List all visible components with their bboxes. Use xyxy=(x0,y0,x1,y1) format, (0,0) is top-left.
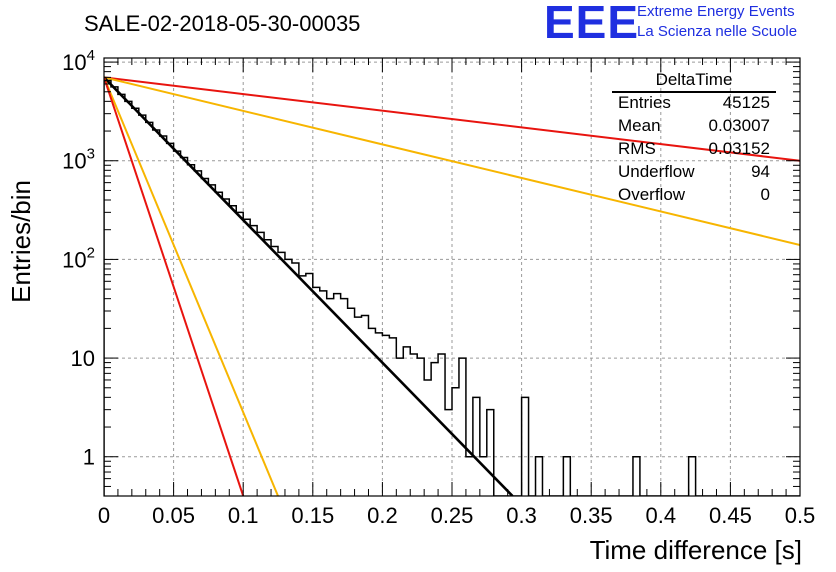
x-tick-label: 0.25 xyxy=(431,503,474,528)
stats-key: Entries xyxy=(618,93,671,112)
stats-title: DeltaTime xyxy=(655,70,733,89)
fit-curve-0 xyxy=(104,76,800,162)
stats-row-underflow: Underflow 94 xyxy=(618,162,770,184)
fit-curve-3 xyxy=(104,76,279,496)
stats-row-overflow: Overflow 0 xyxy=(618,185,770,207)
stats-key: Overflow xyxy=(618,185,686,204)
stats-key: Underflow xyxy=(618,162,695,181)
stats-row-mean: Mean 0.03007 xyxy=(618,116,770,138)
x-tick-label: 0.3 xyxy=(506,503,537,528)
stats-box: DeltaTime Entries 45125 Mean 0.03007 RMS… xyxy=(612,70,776,208)
y-tick-label: 102 xyxy=(62,244,95,272)
y-tick-label: 10 xyxy=(71,346,95,371)
eee-logo-mark: EEE xyxy=(544,0,640,48)
x-tick-label: 0.1 xyxy=(228,503,259,528)
x-tick-label: 0.35 xyxy=(570,503,613,528)
logo-line-1: Extreme Energy Events xyxy=(637,3,795,20)
chart-title: SALE-02-2018-05-30-00035 xyxy=(84,11,361,36)
x-tick-label: 0.45 xyxy=(709,503,752,528)
stats-value: 94 xyxy=(751,162,770,181)
fit-curve-4 xyxy=(104,77,245,496)
stats-row-entries: Entries 45125 xyxy=(618,93,770,115)
stats-key: RMS xyxy=(618,139,656,158)
x-tick-label: 0.2 xyxy=(367,503,398,528)
x-tick-label: 0.05 xyxy=(152,503,195,528)
x-tick-label: 0 xyxy=(98,503,110,528)
fit-curve-2 xyxy=(104,76,514,496)
x-tick-label: 0.4 xyxy=(646,503,677,528)
y-tick-label: 104 xyxy=(62,47,95,75)
y-axis-label: Entries/bin xyxy=(6,180,36,303)
stats-value: 0 xyxy=(760,185,770,204)
fit-curve-1 xyxy=(104,76,800,246)
logo-line-2: La Scienza nelle Scuole xyxy=(637,23,798,40)
x-tick-label: 0.15 xyxy=(291,503,334,528)
y-tick-label: 103 xyxy=(62,146,95,174)
stats-row-rms: RMS 0.03152 xyxy=(618,139,770,161)
x-axis-label: Time difference [s] xyxy=(589,535,802,565)
stats-key: Mean xyxy=(618,116,661,135)
stats-value: 0.03152 xyxy=(708,139,770,158)
stats-divider xyxy=(612,91,776,93)
x-tick-label: 0.5 xyxy=(785,503,816,528)
stats-value: 45125 xyxy=(722,93,770,112)
y-tick-label: 1 xyxy=(83,445,95,470)
stats-value: 0.03007 xyxy=(708,116,770,135)
